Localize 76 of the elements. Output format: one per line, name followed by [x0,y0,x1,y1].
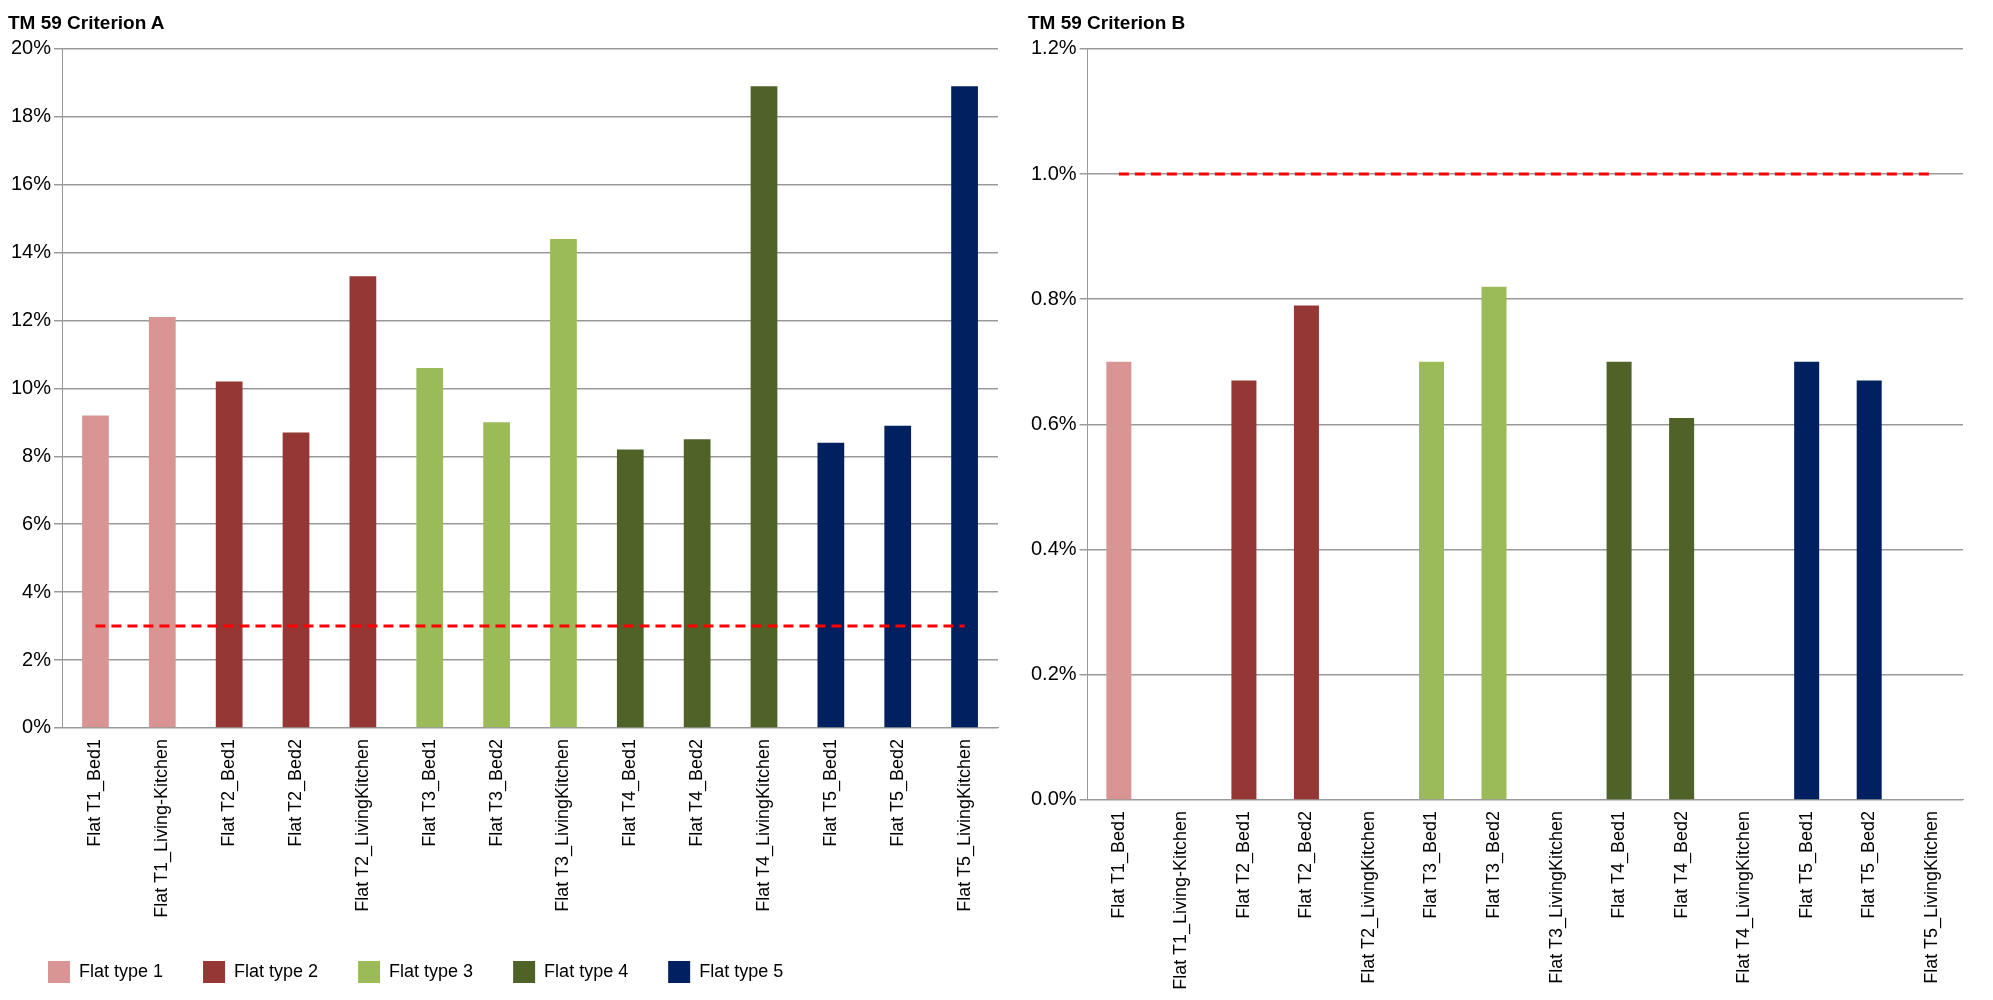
legend-label: Flat type 1 [79,960,164,981]
x-tick-label: Flat T4_Bed1 [619,738,641,847]
x-tick-label: Flat T1_Bed1 [84,738,106,847]
bar [148,317,176,728]
y-tick-label: 18% [11,104,52,127]
legend-label: Flat type 3 [389,960,474,981]
x-tick-label: Flat T3_Bed1 [1420,810,1442,919]
x-tick-label: Flat T4_LivingKitchen [752,738,774,912]
x-tick-label: Flat T5_Bed2 [886,738,908,847]
y-tick-label: 0.2% [1030,662,1077,685]
bar [416,367,444,728]
x-tick-label: Flat T4_Bed2 [686,738,708,847]
y-tick-label: 1.0% [1030,161,1077,184]
x-tick-label: Flat T3_LivingKitchen [552,738,574,912]
x-tick-label: Flat T2_Bed2 [1295,810,1317,919]
bar [82,415,109,728]
legend-label: Flat type 4 [544,960,629,981]
y-tick-label: 0% [22,715,52,738]
x-tick-label: Flat T4_Bed2 [1670,810,1692,919]
y-tick-label: 0.6% [1030,411,1077,434]
x-tick-label: Flat T3_Bed2 [1483,810,1504,919]
bar [683,439,711,728]
bar [215,381,243,728]
x-tick-label: Flat T2_Bed2 [284,738,306,847]
bar [1418,361,1445,800]
x-tick-label: Flat T2_LivingKitchen [1357,810,1379,984]
x-tick-label: Flat T1_Living-Kitchen [1170,810,1192,990]
x-tick-label: Flat T3_Bed1 [418,738,440,847]
bar [349,276,377,728]
x-tick-label: Flat T5_Bed1 [1795,810,1817,919]
y-tick-label: 6% [22,511,52,534]
bar [750,86,778,728]
y-tick-label: 0.8% [1030,286,1077,309]
bar [1794,361,1820,800]
x-tick-label: Flat T5_LivingKitchen [1920,810,1942,984]
bar [1606,361,1632,800]
x-tick-label: Flat T5_LivingKitchen [953,738,975,912]
bar [1481,286,1507,800]
y-tick-label: 4% [22,579,52,602]
y-tick-label: 16% [11,172,52,195]
y-tick-label: 0.4% [1030,537,1077,560]
bar [951,86,978,728]
y-tick-label: 12% [11,307,52,330]
bar [282,432,310,728]
x-tick-label: Flat T2_Bed1 [218,738,240,847]
bar [817,442,845,728]
x-tick-label: Flat T1_Living-Kitchen [151,738,173,918]
chart-title: TM 59 Criterion B [1028,11,1186,33]
x-tick-label: Flat T2_Bed1 [1232,810,1254,919]
y-tick-label: 2% [22,647,52,670]
x-tick-label: Flat T5_Bed2 [1858,810,1880,919]
x-tick-label: Flat T3_Bed2 [485,738,507,847]
x-tick-label: Flat T4_LivingKitchen [1733,810,1755,984]
bar [884,425,912,728]
bar [1293,305,1319,800]
bar [616,449,644,728]
bar [1856,380,1882,800]
x-tick-label: Flat T4_Bed1 [1608,810,1630,919]
legend-label: Flat type 5 [699,960,784,981]
y-tick-label: 10% [11,375,52,398]
y-tick-label: 14% [11,240,52,263]
bar [483,422,510,728]
bar [1669,418,1695,800]
bar [1231,380,1257,800]
bar [1106,361,1132,800]
legend-label: Flat type 2 [234,960,319,981]
x-tick-label: Flat T2_LivingKitchen [351,738,373,912]
bar [550,238,577,728]
x-tick-label: Flat T3_LivingKitchen [1545,810,1567,984]
x-tick-label: Flat T5_Bed1 [819,738,841,847]
y-tick-label: 20% [11,36,52,59]
chart-title: TM 59 Criterion A [8,11,165,33]
y-tick-label: 8% [22,443,52,466]
y-tick-label: 0.0% [1030,787,1077,810]
x-tick-label: Flat T1_Bed1 [1107,810,1129,919]
y-tick-label: 1.2% [1030,36,1077,59]
